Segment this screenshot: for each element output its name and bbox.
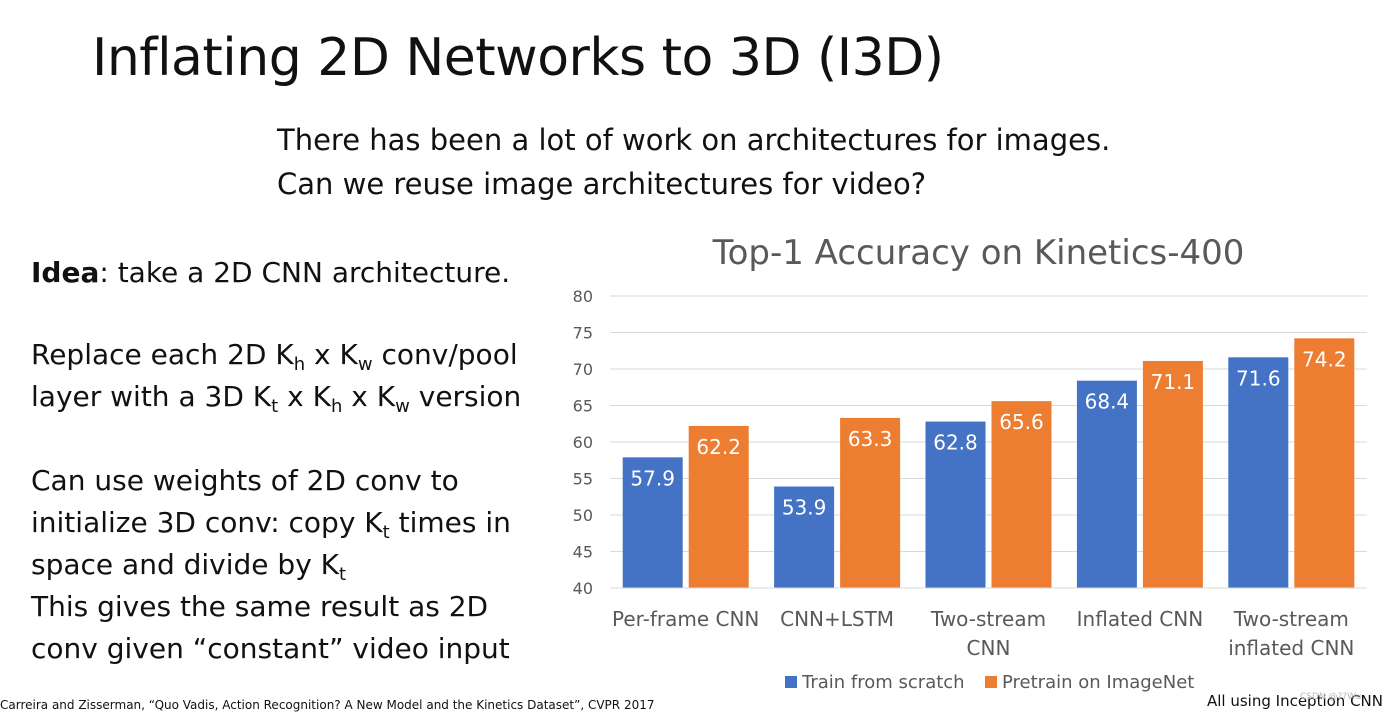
subscript: t — [339, 564, 347, 585]
data-label: 63.3 — [848, 427, 893, 451]
replace-text: Replace each 2D K — [31, 338, 294, 371]
bar-chart: Top-1 Accuracy on Kinetics-400 40 45 50 55 60… — [573, 233, 1367, 693]
x-tick-label: CNN+LSTM — [780, 607, 894, 631]
subscript: w — [395, 396, 410, 417]
bullet-text: Idea: take a 2D CNN architecture. Replac… — [31, 252, 551, 670]
y-tick-label: 80 — [573, 287, 593, 306]
same-line-1: This gives the same result as 2D — [31, 590, 489, 623]
bar — [688, 425, 749, 588]
y-tick-label: 45 — [573, 543, 593, 562]
weights-text: initialize 3D conv: copy K — [31, 506, 383, 539]
replace-text: version — [409, 380, 522, 413]
data-label: 57.9 — [630, 466, 675, 490]
slide-title: Inflating 2D Networks to 3D (I3D) — [92, 28, 944, 88]
weights-text: space and divide by K — [31, 548, 340, 581]
x-tick-label: Two-stream — [930, 607, 1046, 631]
replace-line-2: layer with a 3D Kt x Kh x Kw version — [31, 376, 551, 418]
data-label: 74.2 — [1302, 347, 1347, 371]
bar — [774, 486, 835, 588]
data-label: 68.4 — [1085, 390, 1130, 414]
bar — [925, 421, 986, 588]
y-tick-label: 40 — [573, 579, 593, 598]
bar — [1228, 357, 1289, 588]
y-tick-label: 70 — [573, 360, 593, 379]
subscript: h — [293, 354, 306, 375]
bar — [840, 417, 901, 588]
data-label: 71.1 — [1151, 370, 1196, 394]
x-tick-label: Two-stream — [1233, 607, 1349, 631]
chart-title: Top-1 Accuracy on Kinetics-400 — [712, 233, 1245, 273]
subscript: t — [382, 522, 390, 543]
bar — [622, 457, 683, 588]
watermark: CSDN @??Wu — [1300, 692, 1362, 702]
weights-text: times in — [389, 506, 511, 539]
bar — [1142, 360, 1203, 588]
legend-label: Train from scratch — [801, 672, 965, 693]
idea-text: : take a 2D CNN architecture. — [99, 256, 511, 289]
slide-subtitle: There has been a lot of work on architec… — [277, 118, 1110, 206]
x-tick-label: Per-frame CNN — [612, 607, 759, 631]
y-tick-label: 55 — [573, 470, 593, 489]
subscript: h — [330, 396, 343, 417]
x-tick-label: inflated CNN — [1228, 636, 1354, 660]
data-label: 62.2 — [696, 435, 741, 459]
y-tick-label: 50 — [573, 506, 593, 525]
y-tick-label: 65 — [573, 397, 593, 416]
data-label: 53.9 — [782, 496, 827, 520]
x-tick-label: CNN — [967, 636, 1011, 660]
legend-swatch — [985, 676, 997, 688]
legend-swatch — [785, 676, 797, 688]
idea-line: Idea: take a 2D CNN architecture. — [31, 252, 551, 294]
weights-line-1: Can use weights of 2D conv to — [31, 464, 459, 497]
legend-label: Pretrain on ImageNet — [1002, 672, 1194, 693]
bar — [1076, 380, 1137, 588]
replace-text: x K — [278, 380, 331, 413]
bar — [1294, 338, 1355, 588]
x-tick-label: Inflated CNN — [1077, 607, 1204, 631]
replace-line-1: Replace each 2D Kh x Kw conv/pool — [31, 334, 551, 376]
y-tick-label: 75 — [573, 324, 593, 343]
subtitle-line-1: There has been a lot of work on architec… — [277, 123, 1111, 157]
weights-line-3: space and divide by Kt — [31, 544, 551, 586]
subscript: t — [271, 396, 279, 417]
footnote: All using Inception CNN — [1207, 692, 1383, 710]
replace-text: conv/pool — [372, 338, 518, 371]
replace-text: x K — [342, 380, 396, 413]
data-label: 62.8 — [933, 431, 978, 455]
replace-text: x K — [305, 338, 358, 371]
subscript: w — [357, 354, 373, 375]
data-label: 65.6 — [999, 410, 1044, 434]
data-label: 71.6 — [1236, 366, 1281, 390]
replace-text: layer with a 3D K — [31, 380, 272, 413]
weights-line-2: initialize 3D conv: copy Kt times in — [31, 502, 551, 544]
idea-label: Idea — [31, 256, 100, 289]
y-tick-label: 60 — [573, 433, 593, 452]
bar — [991, 401, 1052, 588]
citation: Carreira and Zisserman, “Quo Vadis, Acti… — [0, 698, 655, 712]
subtitle-line-2: Can we reuse image architectures for vid… — [277, 167, 927, 201]
same-line-2: conv given “constant” video input — [31, 632, 510, 665]
